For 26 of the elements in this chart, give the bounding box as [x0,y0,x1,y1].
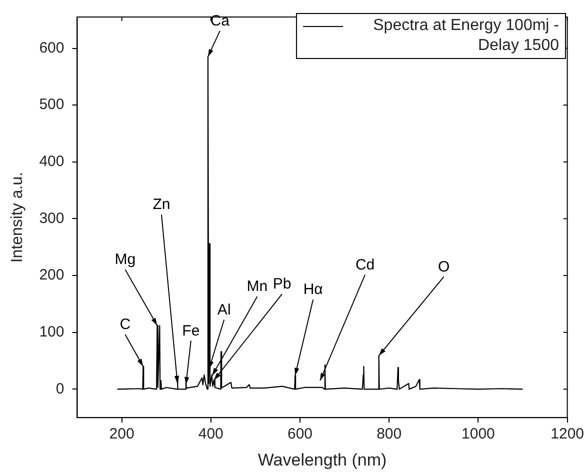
annotation: Zn [152,196,170,214]
x-axis-title: Wavelength (nm) [258,450,387,470]
annotation: Cd [355,256,375,274]
x-tick-label: 1000 [462,426,495,443]
x-tick-label: 1200 [550,426,584,443]
annotation: Al [217,301,231,318]
x-tick-label: 800 [376,426,402,443]
annotation: Mn [246,278,268,296]
annotation: Pb [272,276,292,293]
annotation: C [120,316,131,334]
annotation: O [438,258,450,276]
x-tick-label: 600 [287,426,313,443]
y-tick-label: 600 [39,39,64,56]
y-tick-label: 100 [39,324,64,341]
x-tick-label: 200 [109,426,134,443]
annotation: Fe [182,322,200,340]
annotation: Hα [303,281,324,298]
annotation: Mg [114,251,136,268]
y-tick-label: 400 [39,153,64,170]
y-tick-label: 200 [39,266,64,284]
y-tick-label: 500 [39,96,64,114]
y-tick-label: 300 [39,210,64,227]
legend-label: Spectra at Energy 100mj - Delay 1500 [372,16,559,56]
x-tick-label: 400 [198,426,224,443]
y-tick-label: 0 [56,380,64,398]
y-axis-title: Intensity a.u. [9,172,26,263]
